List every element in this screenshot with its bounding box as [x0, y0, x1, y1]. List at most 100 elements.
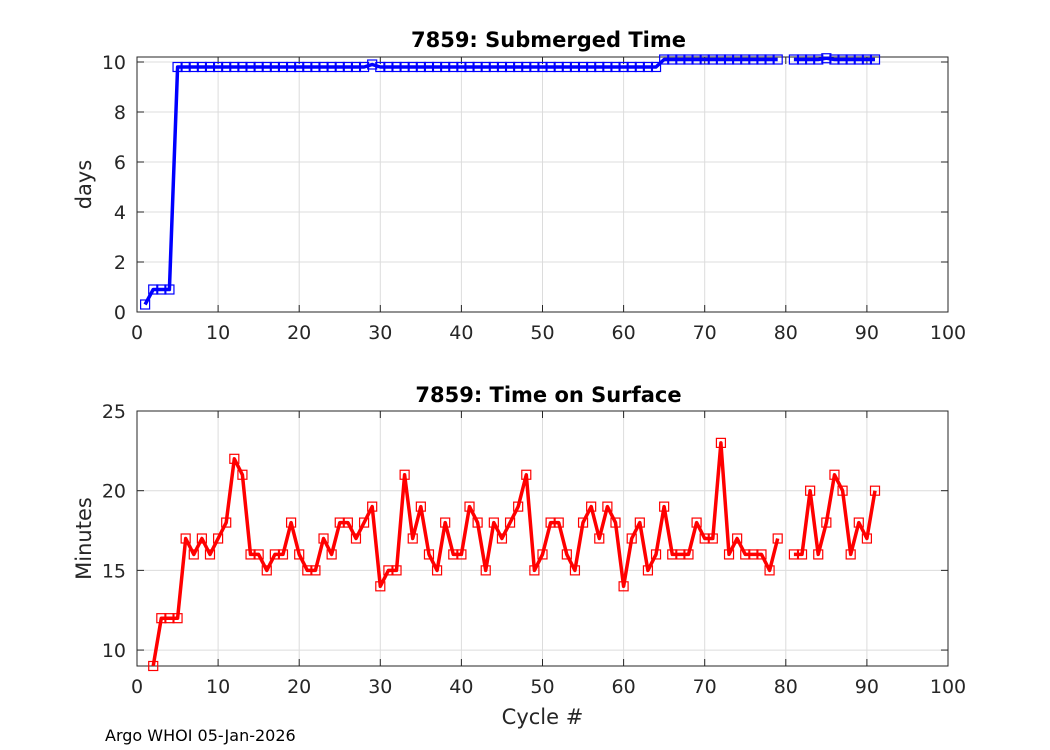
submerged-xtick-label-7: 70	[693, 322, 717, 344]
submerged-series-line-0	[143, 57, 778, 306]
submerged-point-74	[732, 54, 743, 65]
surface-point-33	[399, 469, 410, 480]
submerged-ylabel: days	[72, 160, 96, 210]
surface-point-32	[391, 565, 402, 576]
submerged-point-10	[213, 61, 224, 73]
submerged-ytick-label-2: 4	[114, 202, 126, 224]
surface-point-29	[367, 501, 378, 512]
submerged-point-27	[350, 61, 362, 73]
submerged-point-42	[472, 61, 483, 73]
submerged-point-20	[294, 61, 305, 73]
submerged-series-line-1	[793, 56, 875, 62]
submerged-point-49	[529, 61, 540, 73]
surface-point-21	[302, 565, 313, 576]
surface-point-86	[829, 469, 840, 480]
submerged-point-34	[407, 61, 418, 73]
surface-point-77	[756, 549, 767, 560]
surface-point-34	[407, 533, 418, 544]
surface-point-88	[845, 549, 856, 560]
submerged-point-56	[586, 61, 597, 73]
submerged-point-79	[772, 54, 783, 65]
submerged-point-67	[675, 54, 686, 65]
submerged-point-82	[796, 54, 808, 65]
surface-point-82	[796, 549, 808, 560]
surface-point-19	[285, 517, 297, 528]
submerged-point-19	[285, 61, 297, 73]
surface-point-90	[861, 533, 873, 544]
surface-point-45	[496, 533, 508, 544]
surface-point-24	[326, 549, 337, 560]
surface-point-59	[610, 517, 621, 528]
submerged-point-52	[553, 61, 564, 73]
surface-point-23	[318, 533, 329, 544]
surface-point-91	[869, 485, 881, 496]
surface-point-57	[594, 533, 605, 544]
surface-point-63	[642, 565, 654, 576]
submerged-point-9	[204, 61, 216, 73]
submerged-point-51	[545, 61, 556, 73]
surface-xtick-label-2: 20	[287, 676, 311, 698]
surface-point-14	[245, 549, 256, 560]
submerged-point-50	[537, 61, 548, 73]
submerged-point-25	[334, 61, 345, 73]
surface-point-8	[196, 533, 207, 544]
surface-point-17	[269, 549, 280, 560]
submerged-point-5	[172, 61, 183, 73]
submerged-point-30	[375, 61, 386, 73]
submerged-point-40	[456, 61, 467, 73]
submerged-point-88	[845, 54, 856, 65]
submerged-xtick-label-2: 20	[287, 322, 311, 344]
surface-point-84	[813, 549, 824, 560]
surface-point-5	[172, 613, 183, 624]
surface-point-53	[561, 549, 572, 560]
surface-xtick-label-1: 10	[206, 676, 230, 698]
surface-xtick-label-10: 100	[930, 676, 966, 698]
surface-point-66	[667, 549, 678, 560]
surface-point-54	[569, 565, 581, 576]
submerged-point-1	[140, 299, 151, 310]
surface-point-10	[213, 533, 224, 544]
submerged-point-22	[310, 61, 321, 73]
submerged-point-73	[723, 54, 735, 65]
submerged-point-7	[188, 61, 199, 73]
submerged-point-60	[618, 61, 629, 73]
surface-point-37	[431, 565, 443, 576]
submerged-point-57	[594, 61, 605, 73]
submerged-point-31	[383, 61, 394, 73]
surface-point-70	[699, 533, 710, 544]
submerged-point-48	[521, 61, 532, 73]
surface-point-13	[237, 469, 248, 480]
submerged-xtick-label-6: 60	[612, 322, 636, 344]
surface-point-75	[740, 549, 751, 560]
submerged-point-70	[699, 54, 710, 65]
surface-point-38	[440, 517, 451, 528]
surface-ylabel: Minutes	[72, 497, 96, 580]
surface-ytick-label-1: 15	[102, 560, 126, 582]
surface-point-89	[853, 517, 864, 528]
submerged-point-12	[229, 61, 240, 73]
surface-point-41	[464, 501, 475, 512]
submerged-point-4	[164, 284, 175, 295]
submerged-point-45	[496, 61, 508, 73]
surface-point-15	[253, 549, 264, 560]
surface-point-47	[513, 501, 524, 512]
surface-point-69	[691, 517, 702, 528]
submerged-point-91	[869, 54, 881, 65]
submerged-point-54	[569, 61, 581, 73]
submerged-point-36	[423, 61, 435, 73]
surface-point-68	[683, 549, 694, 560]
submerged-point-55	[577, 61, 589, 73]
surface-point-30	[375, 581, 386, 592]
surface-point-52	[553, 517, 564, 528]
surface-point-40	[456, 549, 467, 560]
surface-point-81	[788, 549, 800, 560]
surface-point-25	[334, 517, 345, 528]
submerged-point-90	[861, 54, 873, 65]
surface-point-39	[448, 549, 459, 560]
submerged-ytick-label-5: 10	[102, 52, 126, 74]
surface-point-12	[229, 453, 240, 464]
submerged-point-32	[391, 61, 402, 73]
submerged-point-24	[326, 61, 337, 73]
submerged-point-47	[513, 61, 524, 73]
